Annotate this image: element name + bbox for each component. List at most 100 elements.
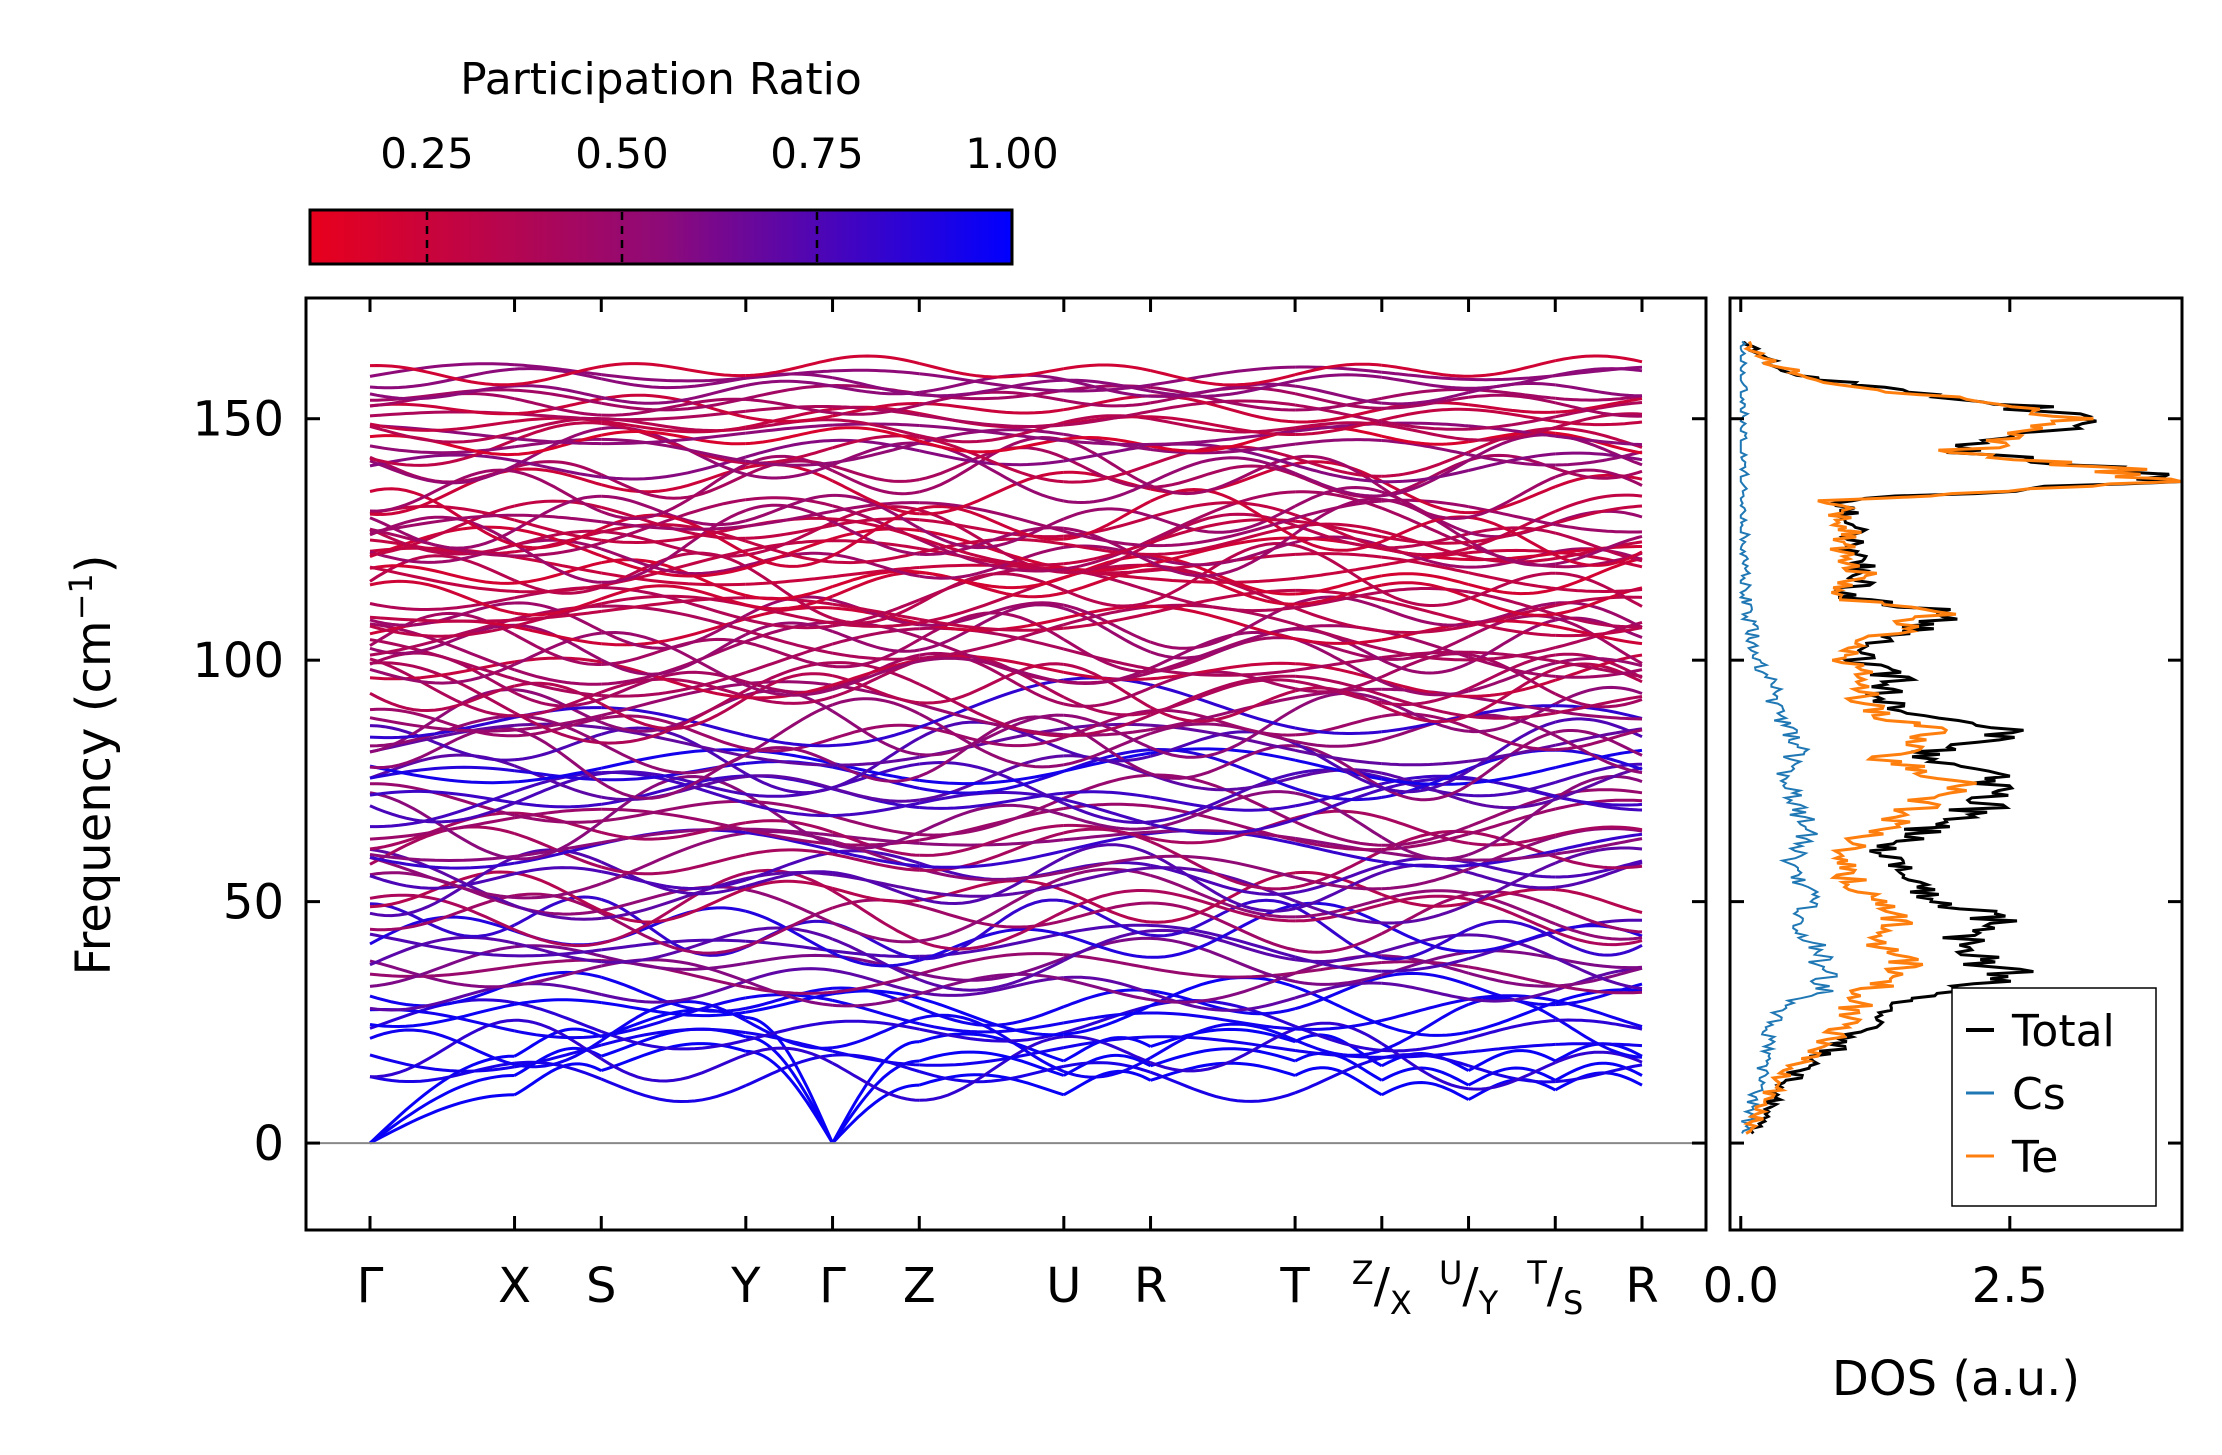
optical-branch	[831, 520, 920, 556]
optical-branch	[600, 887, 747, 924]
optical-branch	[918, 361, 1065, 379]
optical-branch	[514, 384, 602, 399]
optical-branch	[1554, 922, 1643, 941]
optical-branch	[1554, 657, 1643, 668]
y-axis-label: Frequency (cm−1)	[62, 554, 122, 975]
optical-branch	[1381, 957, 1469, 973]
dos-x-axis-label: DOS (a.u.)	[1832, 1351, 2080, 1407]
optical-branch	[1063, 438, 1152, 487]
optical-branch	[514, 467, 602, 487]
optical-branch	[601, 373, 746, 383]
optical-branch	[832, 1016, 920, 1050]
optical-branch	[1381, 1023, 1469, 1037]
optical-branch	[1149, 1022, 1296, 1060]
optical-branch	[600, 897, 747, 957]
optical-branch	[514, 714, 602, 732]
optical-branch	[1555, 434, 1643, 447]
optical-branch	[1381, 370, 1469, 381]
optical-branch	[600, 1053, 747, 1083]
optical-branch	[369, 638, 515, 681]
optical-branch	[513, 579, 602, 595]
optical-branch	[831, 736, 921, 790]
optical-branch	[369, 527, 515, 556]
optical-branch	[1555, 983, 1643, 995]
optical-branch	[919, 849, 1065, 869]
optical-branch	[1295, 583, 1383, 606]
optical-branch	[369, 623, 515, 655]
optical-branch	[514, 433, 602, 456]
optical-branch	[918, 572, 1065, 605]
optical-branch	[1294, 955, 1382, 973]
optical-branch	[1554, 401, 1643, 419]
optical-branch	[514, 1001, 602, 1033]
optical-branch	[601, 397, 746, 417]
optical-branch	[831, 507, 920, 557]
y-tick-label: 0	[253, 1116, 284, 1172]
optical-branch	[514, 871, 602, 912]
optical-branch	[601, 807, 747, 832]
optical-branch	[600, 697, 747, 731]
optical-branch	[1294, 1056, 1383, 1095]
optical-branch	[1381, 624, 1469, 634]
x-tick-label: U	[1046, 1258, 1081, 1314]
optical-branch	[601, 996, 747, 1038]
optical-branch	[600, 466, 747, 494]
optical-branch	[1294, 606, 1382, 633]
optical-branch	[919, 617, 1064, 632]
optical-branch	[601, 520, 746, 531]
optical-branch	[1468, 426, 1556, 442]
optical-branch	[369, 468, 515, 513]
optical-branch	[1294, 675, 1383, 694]
acoustic-branch	[1294, 1066, 1383, 1097]
optical-branch	[514, 820, 603, 861]
optical-branch	[919, 662, 1064, 705]
optical-branch	[369, 1002, 515, 1029]
optical-branch	[369, 801, 516, 824]
optical-branch	[1150, 744, 1296, 780]
optical-branch	[745, 772, 833, 795]
y-tick-label: 100	[192, 633, 284, 689]
x-tick-label-slash: /	[1547, 1258, 1564, 1314]
optical-branch	[1063, 409, 1151, 427]
optical-branch	[1555, 626, 1643, 638]
optical-branch	[1150, 901, 1296, 952]
optical-branch	[832, 986, 920, 1010]
optical-branch	[919, 976, 1064, 997]
optical-branch	[919, 824, 1064, 857]
optical-branch	[832, 638, 921, 669]
optical-branch	[514, 459, 602, 479]
dos-lines	[1738, 340, 2182, 1135]
x-tick-label: U/Y	[1439, 1254, 1499, 1322]
optical-branch	[1294, 535, 1383, 552]
optical-branch	[1381, 693, 1469, 718]
optical-branch	[832, 403, 920, 416]
optical-branch	[369, 894, 515, 932]
acoustic-branch	[1467, 1049, 1557, 1072]
optical-branch	[1150, 464, 1296, 489]
acoustic-branch	[745, 1049, 834, 1144]
optical-branch	[1150, 525, 1296, 556]
optical-branch	[832, 848, 920, 868]
optical-branch	[369, 707, 515, 738]
optical-branch	[601, 524, 747, 545]
optical-branch	[1294, 403, 1383, 424]
optical-branch	[831, 1061, 920, 1102]
x-tick-label: T	[1279, 1258, 1310, 1314]
optical-branch	[832, 755, 920, 767]
optical-branch	[600, 463, 747, 520]
optical-branch	[745, 979, 833, 1007]
optical-branch	[1381, 816, 1469, 845]
optical-branch	[1294, 1021, 1383, 1045]
colorbar-tick-label: 0.50	[575, 129, 669, 178]
optical-branch	[1295, 418, 1383, 436]
optical-branch	[369, 1028, 515, 1066]
optical-branch	[831, 921, 920, 944]
optical-branch	[1150, 365, 1296, 387]
optical-branch	[745, 953, 833, 965]
acoustic-branch	[831, 1083, 920, 1145]
optical-branch	[832, 998, 920, 1026]
optical-branch	[832, 501, 920, 513]
optical-branch	[1150, 501, 1296, 519]
optical-branch	[919, 838, 1064, 847]
optical-branch	[1063, 1056, 1152, 1079]
